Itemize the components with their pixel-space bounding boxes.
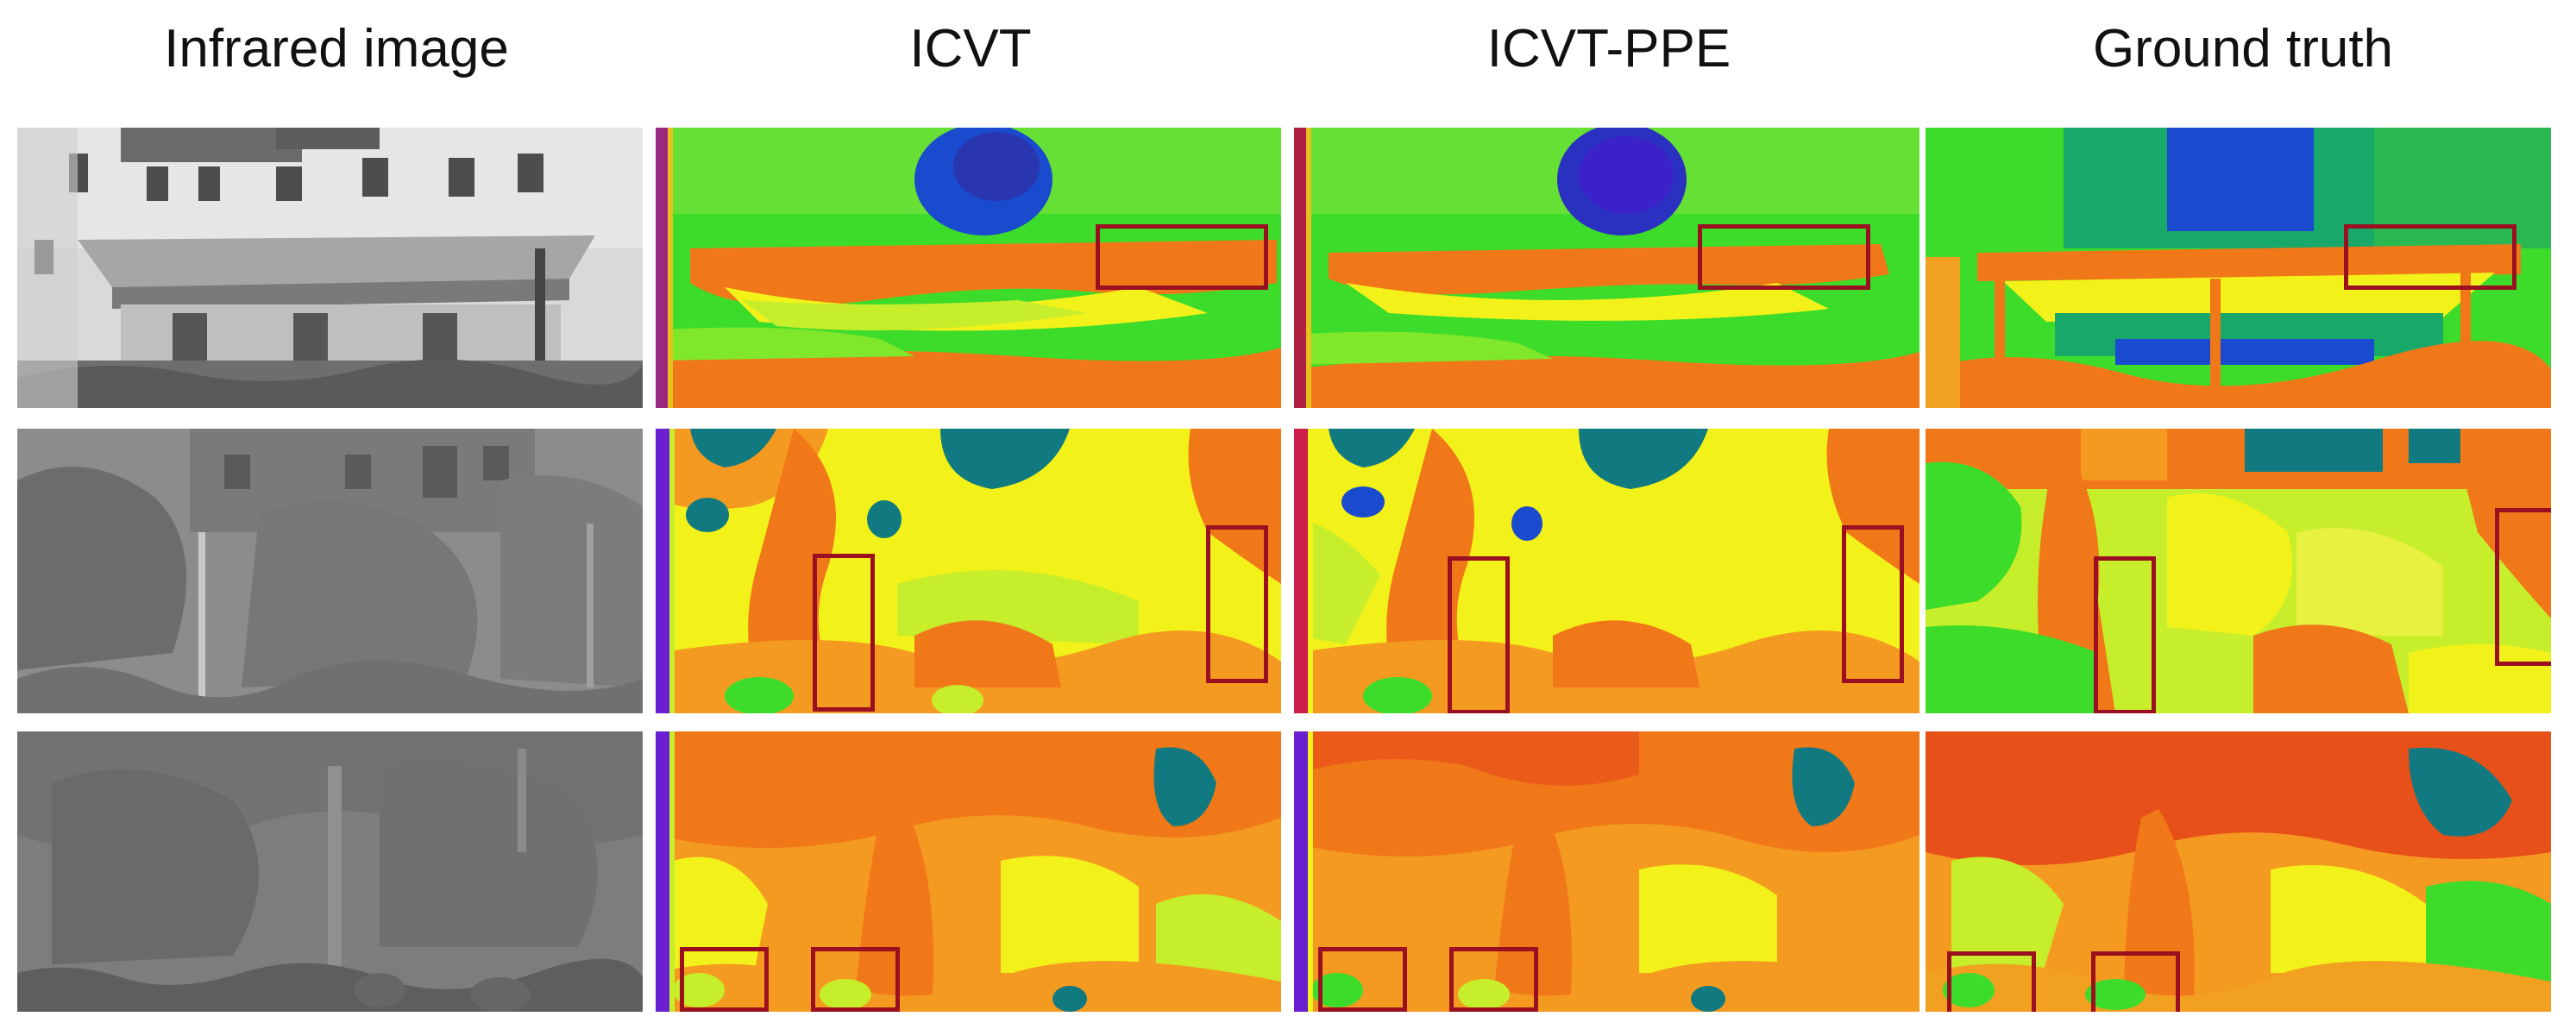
column-title-icvt-ppe: ICVT-PPE [1486, 19, 1731, 78]
highlight-box [1206, 525, 1268, 683]
icvt-depth-row3 [656, 731, 1281, 1012]
icvt-ppe-depth-row2 [1294, 429, 1919, 713]
ground-truth-depth-row3 [1926, 731, 2551, 1012]
highlight-box [1947, 951, 2036, 1012]
highlight-box [811, 947, 900, 1012]
highlight-box [2344, 224, 2516, 290]
highlight-box [2094, 556, 2156, 713]
icvt-ppe-depth-row3 [1294, 731, 1919, 1012]
highlight-box [2495, 508, 2551, 666]
highlight-box [1842, 525, 1904, 683]
icvt-depth-row1 [656, 128, 1281, 408]
column-title-infrared: Infrared image [164, 19, 509, 78]
icvt-ppe-depth-row1 [1294, 128, 1919, 408]
highlight-box [2091, 951, 2180, 1012]
column-title-ground-truth: Ground truth [2092, 19, 2394, 78]
highlight-box [813, 554, 875, 712]
infrared-image-row2 [17, 429, 643, 713]
icvt-depth-row2 [656, 429, 1281, 713]
highlight-box [1448, 556, 1510, 713]
ground-truth-depth-row2 [1926, 429, 2551, 713]
infrared-image-row3 [17, 731, 643, 1012]
highlight-box [1318, 947, 1407, 1012]
column-title-icvt: ICVT [909, 19, 1032, 78]
highlight-box [680, 947, 769, 1012]
highlight-box [1698, 224, 1870, 290]
ground-truth-depth-row1 [1926, 128, 2551, 408]
infrared-image-row1 [17, 128, 643, 408]
highlight-box [1449, 947, 1538, 1012]
highlight-box [1096, 224, 1268, 290]
